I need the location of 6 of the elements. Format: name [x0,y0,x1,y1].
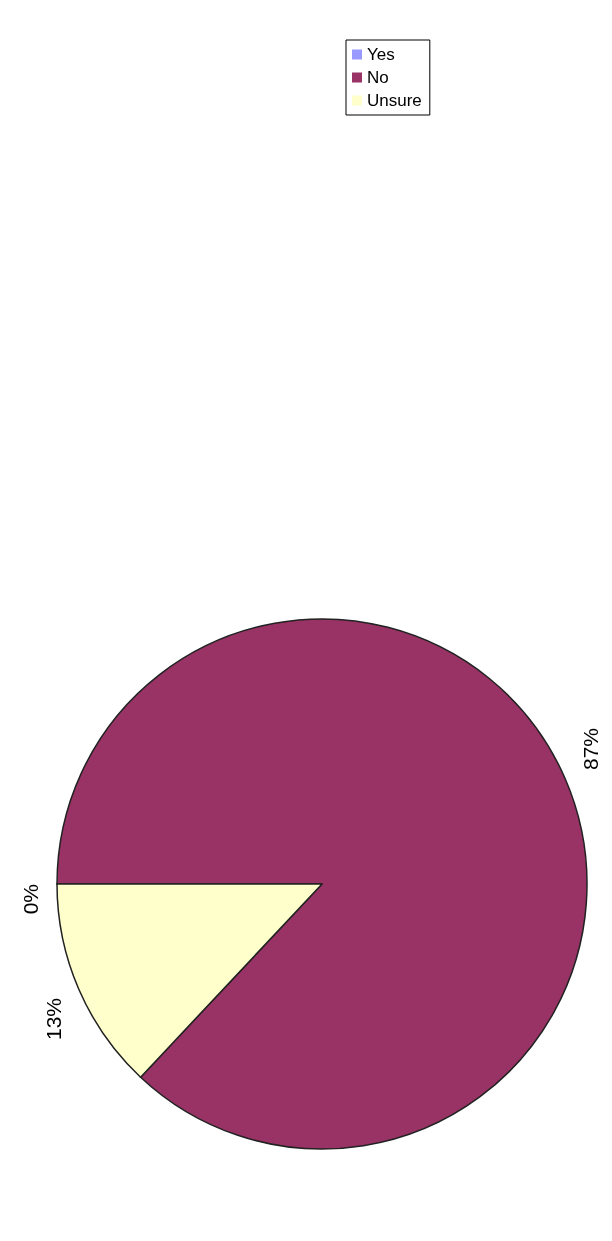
data-label: 87% [578,727,602,771]
legend-label: No [367,68,389,87]
data-label: 13% [42,997,66,1041]
legend-label: Unsure [367,91,422,110]
legend-label: Yes [367,45,395,64]
text: 0% [18,884,42,915]
